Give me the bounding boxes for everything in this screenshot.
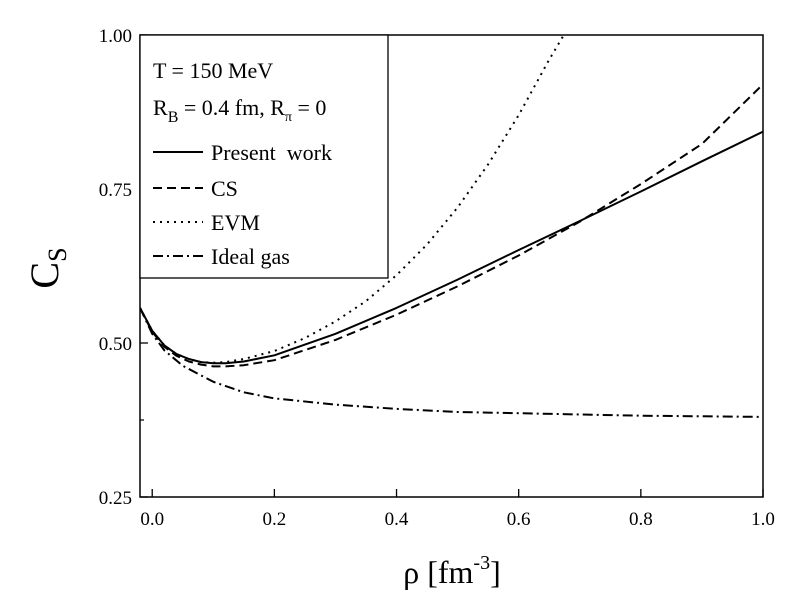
series-line-cs	[140, 83, 763, 368]
x-tick-label-2: 0.4	[385, 509, 409, 530]
legend-radii-mid: = 0.4 fm, R	[178, 95, 285, 120]
y-axis-title-main: C	[22, 262, 67, 289]
x-axis-title-close: ]	[490, 554, 501, 590]
legend-radii-rb: R	[153, 95, 168, 120]
y-tick-label-1: 0.50	[99, 334, 132, 355]
x-tick-label-0: 0.0	[140, 509, 164, 530]
x-tick-label-5: 1.0	[751, 509, 775, 530]
legend-label-cs: CS	[211, 176, 238, 201]
y-axis-title-sub: S	[43, 247, 72, 261]
x-axis-title-main: ρ [fm	[403, 554, 473, 590]
y-tick-label-3: 1.00	[99, 26, 132, 47]
y-tick-label-0: 0.25	[99, 488, 132, 509]
series-group	[140, 35, 763, 418]
legend-label-evm: EVM	[211, 210, 260, 235]
y-axis-title: CS	[22, 247, 72, 288]
x-tick-label-3: 0.6	[507, 509, 531, 530]
series-line-evm	[140, 35, 565, 364]
legend-radii: RB = 0.4 fm, Rπ = 0	[153, 95, 326, 126]
legend: T = 150 MeV RB = 0.4 fm, Rπ = 0 Present …	[139, 34, 389, 279]
legend-radii-rpi-sub: π	[285, 110, 292, 125]
legend-temperature: T = 150 MeV	[153, 58, 273, 83]
legend-label-ideal-gas: Ideal gas	[211, 244, 290, 269]
legend-box	[139, 34, 389, 279]
legend-radii-rb-sub: B	[168, 109, 179, 126]
x-axis-title: ρ [fm-3]	[403, 552, 501, 590]
x-axis-title-sup: -3	[473, 552, 490, 574]
y-tick-label-2: 0.75	[99, 180, 132, 201]
legend-radii-end: = 0	[292, 95, 326, 120]
x-tick-label-4: 0.8	[629, 509, 653, 530]
x-tick-label-1: 0.2	[262, 509, 286, 530]
legend-label-present-work: Present work	[211, 140, 332, 165]
